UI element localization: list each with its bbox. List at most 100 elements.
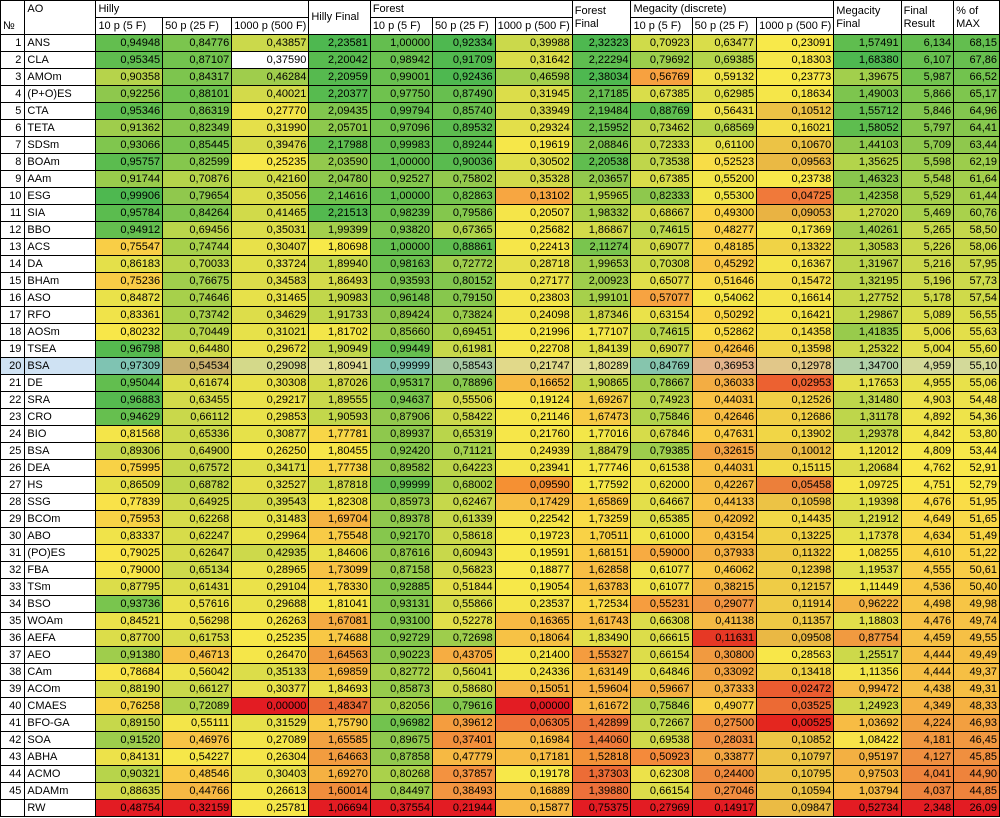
table-row[interactable]: 24 BIO 0,81568 0,65336 0,30877 1,77781 0,89937… — [0, 425, 1000, 443]
score-cell: 0,61674 — [162, 374, 233, 392]
score-cell: 0,78684 — [95, 663, 164, 681]
score-cell: 1,46323 — [833, 170, 902, 188]
score-cell: 1,87026 — [308, 374, 371, 392]
score-cell: 0,99906 — [95, 187, 164, 205]
score-cell: 0,09508 — [756, 629, 835, 647]
table-row[interactable]: 21 DE 0,95044 0,61674 0,30308 1,87026 0,95317 0… — [0, 374, 1000, 392]
table-row[interactable]: 39 ACOm 0,88190 0,66127 0,30377 1,84693 0,8587… — [0, 680, 1000, 698]
table-row[interactable]: 37 AEO 0,91380 0,46713 0,26470 1,64563 0,90223… — [0, 646, 1000, 664]
table-row[interactable]: 31 (PO)ES 0,79025 0,62647 0,42935 1,84606 0,87… — [0, 544, 1000, 562]
score-cell: 0,73824 — [431, 306, 496, 324]
table-row[interactable]: 27 HS 0,86509 0,68782 0,32527 1,87818 0,99999 0… — [0, 476, 1000, 494]
table-row[interactable]: 4 (P+O)ES 0,92256 0,88101 0,40021 2,20377 0,97… — [0, 85, 1000, 103]
table-row[interactable]: 9 AAm 0,91744 0,70876 0,42160 2,04780 0,92527 0… — [0, 170, 1000, 188]
row-number: 11 — [0, 204, 26, 222]
score-cell: 5,089 — [900, 306, 955, 324]
col-header-megacity-final: Megacity Final — [833, 0, 902, 35]
score-cell: 1,81041 — [308, 595, 371, 613]
table-row[interactable]: 30 ABO 0,83337 0,62247 0,29964 1,75548 0,92170… — [0, 527, 1000, 545]
table-row[interactable]: 23 CRO 0,94629 0,66112 0,29853 1,90593 0,87906… — [0, 408, 1000, 426]
table-row[interactable]: 18 AOSm 0,80232 0,70449 0,31021 1,81702 0,8566… — [0, 323, 1000, 341]
table-row[interactable]: 25 BSA 0,89306 0,64900 0,26250 1,80455 0,92420… — [0, 442, 1000, 460]
table-row[interactable]: 43 ABHA 0,84131 0,54227 0,26304 1,64663 0,8785… — [0, 748, 1000, 766]
score-cell: 0,73742 — [162, 306, 233, 324]
score-cell: 0,28718 — [494, 255, 573, 273]
table-row[interactable]: 28 SSG 0,77839 0,64925 0,39543 1,82308 0,85973… — [0, 493, 1000, 511]
table-row[interactable]: 40 CMAES 0,76258 0,72089 0,00000 1,48347 0,820… — [0, 697, 1000, 715]
table-row[interactable]: 8 BOAm 0,95757 0,82599 0,25235 2,03590 1,00000… — [0, 153, 1000, 171]
score-cell: 0,94629 — [95, 408, 164, 426]
score-cell: 4,349 — [900, 697, 955, 715]
algorithm-name: AEFA — [24, 629, 97, 647]
table-row[interactable]: 29 BCOm 0,75953 0,62268 0,31483 1,69704 0,8937… — [0, 510, 1000, 528]
score-cell: 0,89306 — [95, 442, 164, 460]
table-row[interactable]: 7 SDSm 0,93066 0,85445 0,39476 2,17988 0,99983… — [0, 136, 1000, 154]
score-cell: 2,32323 — [571, 34, 632, 52]
table-row[interactable]: 42 SOA 0,91520 0,46976 0,27089 1,65585 0,89675… — [0, 731, 1000, 749]
score-cell: 4,555 — [900, 561, 955, 579]
algorithm-name: ESG — [24, 187, 97, 205]
score-cell: 4,649 — [900, 510, 955, 528]
score-cell: 4,181 — [900, 731, 955, 749]
table-row[interactable]: 22 SRA 0,96883 0,63455 0,29217 1,89555 0,94637… — [0, 391, 1000, 409]
score-cell: 0,24098 — [494, 306, 573, 324]
score-cell: 0,82333 — [630, 187, 693, 205]
score-cell: 4,751 — [900, 476, 955, 494]
score-cell: 0,10795 — [756, 765, 835, 783]
table-row[interactable]: 20 BSA 0,97309 0,54534 0,29098 1,80941 0,99999… — [0, 357, 1000, 375]
table-row[interactable]: 6 TETA 0,91362 0,82349 0,31990 2,05701 0,97096… — [0, 119, 1000, 137]
table-row[interactable]: 17 RFO 0,83361 0,73742 0,34629 1,91733 0,89424… — [0, 306, 1000, 324]
table-row[interactable]: 38 CAm 0,78684 0,56042 0,35133 1,69859 0,82772… — [0, 663, 1000, 681]
algorithm-name: SDSm — [24, 136, 97, 154]
table-row[interactable]: 19 TSEA 0,96798 0,64480 0,29672 1,90949 0,9944… — [0, 340, 1000, 358]
score-cell: 0,79616 — [431, 697, 496, 715]
score-cell: 49,98 — [953, 595, 1000, 613]
score-cell: 0,34583 — [231, 272, 310, 290]
score-cell: 0,48754 — [95, 799, 164, 817]
score-cell: 0,26250 — [231, 442, 310, 460]
table-row[interactable]: 35 WOAm 0,84521 0,56298 0,26263 1,67081 0,9310… — [0, 612, 1000, 630]
score-cell: 1,25517 — [833, 646, 902, 664]
score-cell: 1,00000 — [369, 238, 433, 256]
table-row[interactable]: 12 BBO 0,94912 0,69456 0,35031 1,99399 0,93820… — [0, 221, 1000, 239]
score-cell: 1,40261 — [833, 221, 902, 239]
score-cell: 0,97503 — [833, 765, 902, 783]
score-cell: 0,62308 — [630, 765, 693, 783]
score-cell: 0,77839 — [95, 493, 164, 511]
score-cell: 0,42646 — [691, 340, 758, 358]
row-number: 6 — [0, 119, 26, 137]
algorithm-name: SSG — [24, 493, 97, 511]
table-row[interactable]: RW 0,48754 0,32159 0,25781 1,06694 0,37554 0,2… — [0, 799, 1000, 817]
table-row[interactable]: 36 AEFA 0,87700 0,61753 0,25235 1,74688 0,9272… — [0, 629, 1000, 647]
table-row[interactable]: 34 BSO 0,93736 0,57616 0,29688 1,81041 0,93131… — [0, 595, 1000, 613]
table-row[interactable]: 32 FBA 0,79000 0,65134 0,28965 1,73099 0,87158… — [0, 561, 1000, 579]
score-cell: 0,28965 — [231, 561, 310, 579]
table-row[interactable]: 2 CLA 0,95345 0,87107 0,37590 2,20042 0,98942 0… — [0, 51, 1000, 69]
table-row[interactable]: 1 ANS 0,94948 0,84776 0,43857 2,23581 1,00000 0… — [0, 34, 1000, 52]
table-row[interactable]: 26 DEA 0,75995 0,67572 0,34171 1,77738 0,89582… — [0, 459, 1000, 477]
table-row[interactable]: 41 BFO-GA 0,89150 0,55111 0,31529 1,75790 0,96… — [0, 714, 1000, 732]
table-row[interactable]: 11 SIA 0,95784 0,84264 0,41465 2,21513 0,98239… — [0, 204, 1000, 222]
score-cell: 0,55111 — [162, 714, 233, 732]
table-row[interactable]: 15 BHAm 0,75236 0,76675 0,34583 1,86493 0,9359… — [0, 272, 1000, 290]
score-cell: 0,82772 — [369, 663, 433, 681]
table-row[interactable]: 14 DA 0,86183 0,70033 0,33724 1,89940 0,98163 0… — [0, 255, 1000, 273]
row-number: 14 — [0, 255, 26, 273]
table-row[interactable]: 44 ACMO 0,90321 0,48546 0,30403 1,69270 0,8026… — [0, 765, 1000, 783]
table-row[interactable]: 13 ACS 0,75547 0,74744 0,30407 1,80698 1,00000… — [0, 238, 1000, 256]
table-row[interactable]: 16 ASO 0,84872 0,74646 0,31465 1,90983 0,96148… — [0, 289, 1000, 307]
table-row[interactable]: 33 TSm 0,87795 0,61431 0,29104 1,78330 0,92885… — [0, 578, 1000, 596]
table-row[interactable]: 45 ADAMm 0,88635 0,44766 0,26613 1,60014 0,844… — [0, 782, 1000, 800]
row-number: 19 — [0, 340, 26, 358]
score-cell: 1,69267 — [571, 391, 632, 409]
score-cell: 0,37401 — [431, 731, 496, 749]
score-cell: 0,64667 — [630, 493, 693, 511]
algorithm-name: HS — [24, 476, 97, 494]
score-cell: 0,74923 — [630, 391, 693, 409]
table-row[interactable]: 3 AMOm 0,90358 0,84317 0,46284 2,20959 0,99001… — [0, 68, 1000, 86]
table-row[interactable]: 5 CTA 0,95346 0,86319 0,27770 2,09435 0,99794 0… — [0, 102, 1000, 120]
score-cell: 0,68667 — [630, 204, 693, 222]
table-row[interactable]: 10 ESG 0,99906 0,79654 0,35056 2,14616 1,00000… — [0, 187, 1000, 205]
score-cell: 0,42160 — [231, 170, 310, 188]
score-cell: 0,20507 — [494, 204, 573, 222]
